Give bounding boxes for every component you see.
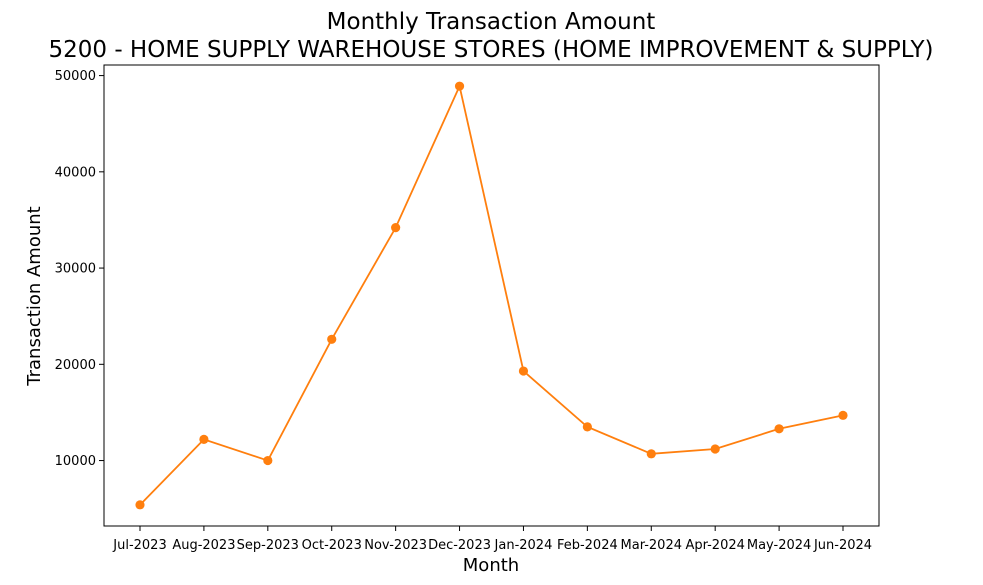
x-tick-label: Feb-2024 (557, 538, 618, 553)
data-point (518, 366, 529, 376)
x-tick-label: Jul-2023 (112, 538, 166, 553)
x-tick-label: Oct-2023 (302, 538, 362, 553)
data-point (199, 434, 209, 444)
data-point (646, 449, 656, 459)
data-point (135, 500, 145, 510)
x-tick-label: Jan-2024 (494, 538, 553, 553)
data-point (838, 410, 848, 420)
data-point (263, 455, 273, 466)
y-tick-label: 50000 (55, 69, 96, 84)
data-point (582, 422, 592, 432)
x-tick-label: May-2024 (747, 538, 811, 553)
plot-area (103, 64, 880, 527)
y-tick-label: 30000 (55, 262, 96, 277)
data-point (454, 81, 465, 91)
y-tick-label: 10000 (55, 454, 96, 469)
x-tick-label: Sep-2023 (237, 538, 299, 553)
x-tick-label: Dec-2023 (428, 538, 491, 553)
x-tick-label: Mar-2024 (621, 538, 682, 553)
y-tick-label: 20000 (55, 358, 96, 373)
data-point (774, 424, 784, 434)
chart-title: Monthly Transaction Amount (327, 9, 656, 35)
y-axis-label: Transaction Amount (24, 206, 45, 386)
series-layer (135, 81, 848, 510)
x-tick-label: Jun-2024 (813, 538, 872, 553)
x-tick-label: Aug-2023 (172, 538, 235, 553)
data-point (710, 444, 720, 454)
x-axis: Jul-2023 Aug-2023 Sep-2023 Oct-2023 Nov-2023… (112, 526, 872, 553)
data-point (391, 223, 401, 233)
x-axis-label: Month (463, 555, 519, 576)
y-axis: 10000 20000 30000 40000 50000 (55, 69, 104, 469)
series-line (139, 83, 844, 506)
x-tick-label: Nov-2023 (364, 538, 427, 553)
data-point (327, 334, 337, 344)
x-tick-label: Apr-2024 (685, 538, 744, 553)
chart-subtitle: 5200 - HOME SUPPLY WAREHOUSE STORES (HOM… (48, 37, 933, 63)
y-tick-label: 40000 (55, 165, 96, 180)
